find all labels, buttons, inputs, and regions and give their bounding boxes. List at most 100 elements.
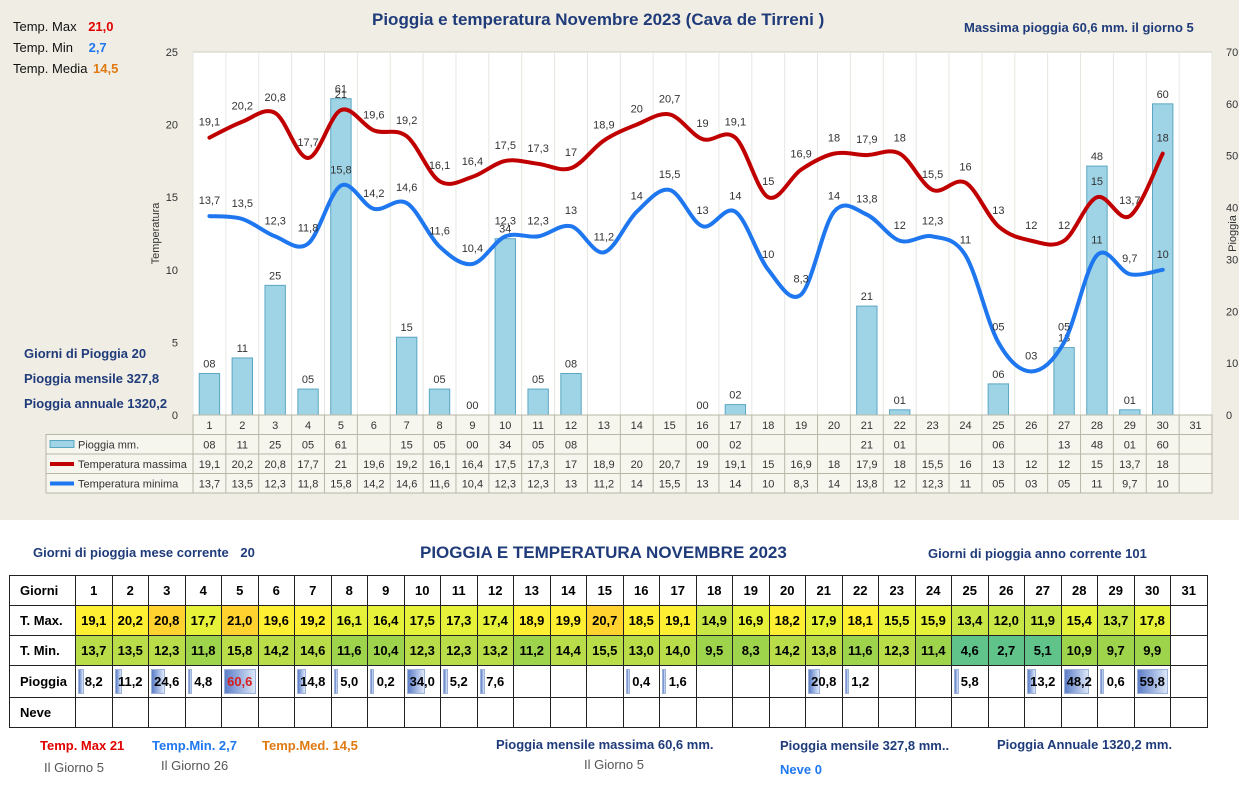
data-table-cell: 13 <box>565 479 577 491</box>
data-table-cell: 05 <box>433 440 445 452</box>
row-tmin-cell: 11,2 <box>513 635 551 666</box>
data-table-cell: 08 <box>203 440 215 452</box>
row-header: Neve <box>9 697 76 728</box>
row-rain-cell <box>732 665 770 698</box>
row-snow-cell <box>659 697 697 728</box>
tmin-point-label: 10,4 <box>462 243 483 255</box>
data-table-cell: 01 <box>1124 440 1136 452</box>
rain-bar-label: 05 <box>532 374 544 386</box>
row-tmin-cell: 14,0 <box>659 635 697 666</box>
rain-bar <box>494 238 516 416</box>
weather-table: Giorni 1 2 3 4 5 6 7 8 9 10 11 12 13 14 15 16 17 18 19 20 21 2… <box>9 575 1208 728</box>
row-tmin-cell: 14,2 <box>257 635 295 666</box>
data-table-cell: 13 <box>992 459 1004 471</box>
y2-tick-label: 40 <box>1226 203 1238 215</box>
data-table-cell: 20,2 <box>232 459 253 471</box>
row-rain-cell <box>513 665 551 698</box>
tmin-point-label: 13,5 <box>232 198 253 210</box>
rain-fill <box>662 669 666 694</box>
row-days-cell: 13 <box>513 575 551 606</box>
row-rain-cell: 11,2 <box>111 665 149 698</box>
rain-bar <box>198 373 221 416</box>
tmin-point-label: 8,3 <box>793 273 808 285</box>
rain-value: 14,8 <box>300 674 326 689</box>
data-table-cell: 05 <box>302 440 314 452</box>
x-tick-label: 27 <box>1058 420 1070 432</box>
rain-bar <box>330 98 352 416</box>
y2-tick-label: 0 <box>1226 410 1232 422</box>
rain-value: 24,6 <box>154 674 180 689</box>
data-table-cell: 11 <box>1091 479 1102 491</box>
data-table-cell: 61 <box>335 440 347 452</box>
row-rain-cell: 13,2 <box>1024 665 1062 698</box>
x-tick-label: 10 <box>499 420 511 432</box>
row-snow-cell <box>1060 697 1098 728</box>
data-table-cell: 14,6 <box>396 479 417 491</box>
rain-days-stat: Giorni di Pioggia 20 <box>24 346 147 361</box>
data-table-cell: 18 <box>894 459 906 471</box>
tmax-point-label: 16,1 <box>429 160 450 172</box>
tmin-point-label: 15,5 <box>659 169 680 181</box>
rain-bar-label: 01 <box>1124 395 1136 407</box>
tmax-point-label: 20 <box>631 104 643 116</box>
data-table-cell: 12 <box>1025 459 1037 471</box>
tmin-point-label: 11,8 <box>298 223 319 235</box>
row-tmax-cell: 15,9 <box>914 605 952 636</box>
x-tick-label: 19 <box>795 420 807 432</box>
rain-fill <box>844 669 849 694</box>
row-tmax-cell: 20,8 <box>148 605 186 636</box>
tmin-value: 2,7 <box>88 40 107 55</box>
rain-fill <box>187 669 192 694</box>
row-snow-cell <box>768 697 806 728</box>
rain-value: 4,8 <box>194 674 213 689</box>
x-tick-label: 17 <box>729 420 741 432</box>
rain-value: 13,2 <box>1030 674 1056 689</box>
row-days-cell: 3 <box>148 575 186 606</box>
row-days-cell: 10 <box>403 575 441 606</box>
tmin-line <box>207 182 1165 374</box>
x-tick-label: 12 <box>565 420 577 432</box>
row-tmax-cell: 17,4 <box>476 605 514 636</box>
data-table-cell: 17,3 <box>527 459 548 471</box>
tmin-point-label: 9,7 <box>1122 253 1137 265</box>
tmax-line <box>207 107 1165 247</box>
rain-value: 60,6 <box>227 674 253 689</box>
row-days-cell: 16 <box>622 575 660 606</box>
rain-bar-label: 25 <box>269 270 281 282</box>
tmin-point-label: 10 <box>1157 249 1169 261</box>
data-table-cell: 13 <box>1058 440 1070 452</box>
rain-bar-label: 08 <box>203 359 215 371</box>
data-table-cell: 19,6 <box>363 459 384 471</box>
row-tmax-cell: 18,1 <box>841 605 879 636</box>
x-tick-label: 16 <box>696 420 708 432</box>
row-snow-cell <box>841 697 879 728</box>
tmin-point-label: 03 <box>1025 350 1037 362</box>
row-tmin-cell: 15,8 <box>221 635 259 666</box>
tmin-point-label: 11 <box>960 234 971 246</box>
row-rain-cell: 24,6 <box>148 665 186 698</box>
rain-fill <box>78 669 85 694</box>
tmax-point-label: 13,7 <box>1119 195 1140 207</box>
tmin-point-label: 13,7 <box>199 195 220 207</box>
data-table-cell: 12 <box>1058 459 1070 471</box>
x-tick-label: 7 <box>404 420 410 432</box>
row-tmin-cell: 10,4 <box>367 635 405 666</box>
rain-bar <box>1119 409 1141 416</box>
row-tmax: T. Max. 19,1 20,2 20,8 17,7 21,0 19,6 19,2 16,1 1… <box>9 605 1208 636</box>
row-rain: Pioggia 8,2 11,2 24,6 4,8 60,6 14,8 5,0 0,2 34,0 5… <box>9 665 1208 698</box>
tmin-point-label: 13 <box>565 205 577 217</box>
row-snow-cell <box>586 697 624 728</box>
data-table-cell: 17 <box>565 459 577 471</box>
row-tmin-cell: 11,6 <box>330 635 368 666</box>
row-days-cell: 25 <box>951 575 989 606</box>
tmax-point-label: 20,7 <box>659 93 680 105</box>
rain-bar-label: 61 <box>335 84 347 96</box>
row-rain-cell <box>987 665 1025 698</box>
tmax-point-label: 15,5 <box>922 169 943 181</box>
y-tick-label: 10 <box>166 265 178 277</box>
x-tick-label: 23 <box>926 420 938 432</box>
data-table-cell: 16,4 <box>462 459 483 471</box>
row-rain-cell: 59,8 <box>1133 665 1171 698</box>
rain-bar <box>856 305 878 416</box>
